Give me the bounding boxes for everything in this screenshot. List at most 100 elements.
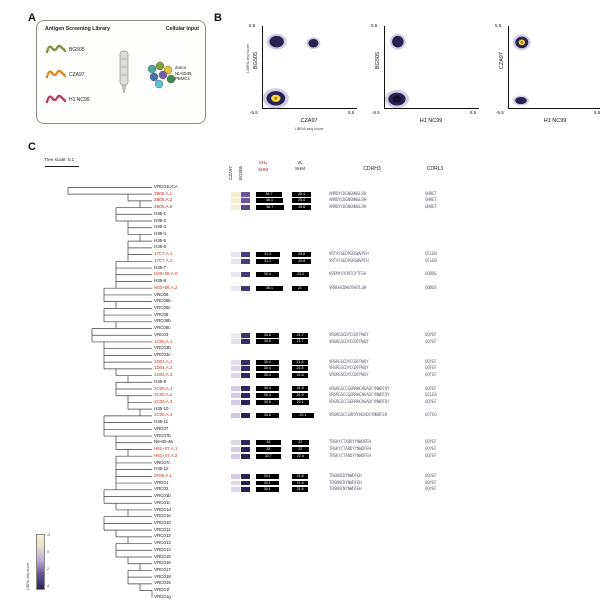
leaf-label: VRC06b [154, 298, 171, 304]
heat-cell-cza97 [231, 191, 240, 197]
leaf-label: H35-7 [154, 264, 167, 270]
tree-row: VRC02 30.1 21.8 TRGKNCNYNWDFEH QQYEF [0, 486, 600, 493]
heat-cell-bg505 [241, 480, 250, 486]
tree-row: 2B06.A.1 34.7 25.4 AMRDYCDGNGNWGLRH QHRET [0, 191, 600, 198]
heat-cell-bg505 [241, 339, 250, 345]
legend-tick: -2 [47, 533, 51, 537]
library-title: Antigen Screening Library [45, 26, 110, 32]
heat-cell-cza97 [231, 393, 240, 399]
leaf-label: VRC06c [154, 304, 171, 310]
x-tick-max: 5.5 [348, 110, 355, 115]
vl-shm-bar: 21.5 [292, 366, 309, 372]
tree-row: 2B06.A.2 36.1 25.4 AMRDYCDGNGNWGLRH QHRET [0, 197, 600, 204]
plot-area [384, 26, 479, 109]
cdrh3-sequence: TRGKYCTARDYYNWDFEH [329, 439, 371, 445]
vl-shm-bar: 21.6 [292, 480, 309, 486]
shm-label: SHM [258, 166, 268, 172]
heat-cell-cza97 [231, 272, 240, 278]
tree-row: VRC013 [0, 540, 600, 547]
cdrl3-sequence: QQYEF [425, 399, 437, 405]
leaf-label: 1D04.A.2 [154, 365, 173, 371]
cdrl3-sequence: QFLEN [425, 251, 437, 257]
tree-row: 17C7.A.2 31.2 25.8 VRTAYGEDPGRGWVPFH QFLEN [0, 258, 600, 265]
cdrl3-sequence: QQYEF [425, 446, 437, 452]
tree-row: VRC03 30.6 21.7 VRGRGSCDYCGDFPWQY QQYEF [0, 332, 600, 339]
x-axis-label: CZA97 [300, 118, 318, 124]
cellular-input-title: Cellular Input [165, 26, 199, 32]
antigen-item-h1nc99: H1 NC99 [45, 93, 90, 106]
leaf-label: VRC08 [154, 311, 169, 317]
cdrl3-sequence: QQYEF [425, 338, 437, 344]
cdrl3-sequence: QHRET [425, 197, 437, 203]
tree-row: NIH45-46 33 22 TRGKYCTARDYYNWDFEH QQYEF [0, 439, 600, 446]
panel-a-label: A [28, 12, 36, 24]
vh-shm-bar: 30.1 [256, 473, 279, 479]
antigen-label: CZA97 [69, 71, 85, 78]
leaf-label: H35-8 [154, 278, 167, 284]
heat-cell-bg505 [241, 453, 250, 459]
tree-row: H35-4 [0, 231, 600, 238]
tree-row: H35-1 [0, 211, 600, 218]
cdrl3-sequence: QQRQS [425, 271, 437, 277]
legend-gradient [36, 534, 45, 590]
heat-cell-bg505 [241, 386, 250, 392]
leaf-label: VRC011 [154, 526, 171, 532]
tree-row: H35-8 [0, 278, 600, 285]
leaf-label: H35-12 [154, 466, 169, 472]
leaf-label: H35-2 [154, 217, 167, 223]
antigen-glycoprotein-icon [45, 69, 67, 79]
leaf-label: VRC01g [154, 593, 171, 599]
cdrh3-sequence: VRGRGSCDYCGDFPWQY [329, 331, 369, 337]
y-axis-label: CZA97 [499, 52, 505, 70]
tree-row: VRC07c [0, 460, 600, 467]
heat-cell-bg505 [241, 393, 250, 399]
tree-row: VRC08b [0, 318, 600, 325]
vh-shm-bar: 30.1 [256, 480, 279, 486]
leaf-label: H35-3 [154, 224, 167, 230]
y-tick-max: 5.5 [249, 23, 256, 28]
vl-shm-bar: 21.8 [292, 487, 309, 493]
heat-cell-bg505 [241, 252, 250, 257]
tree-row: VRC01 30.1 21.6 TRGKNCDYNWDFEH QQYEF [0, 480, 600, 487]
leaf-label: VRC012 [154, 533, 171, 539]
x-tick-max: 5.5 [594, 110, 600, 115]
leaf-label: H03+06.A.2 [154, 284, 178, 290]
x-axis-caption: LIBRA-seq score [294, 127, 324, 131]
vh-shm-bar: 36.1 [256, 285, 284, 291]
tree-row: VRC06 [0, 292, 600, 299]
heat-cell-cza97 [231, 473, 240, 479]
column-header-vl-shm: VL SHM [286, 160, 314, 171]
panel-b-label: B [214, 12, 222, 24]
heat-cell-cza97 [231, 413, 240, 419]
vh-shm-bar: 30.4 [256, 393, 279, 399]
leaf-label: VRC01UCA [154, 184, 178, 189]
vh-shm-bar: 30.4 [256, 373, 279, 378]
tree-row: H35-9 [0, 379, 600, 386]
heat-cell-cza97 [231, 487, 240, 493]
cdrl3-sequence: QHRET [425, 204, 437, 210]
cdrl3-sequence: QQYEF [425, 385, 437, 391]
tree-scale-label: Tree scale: 0.1 [44, 157, 75, 162]
leaf-label: 1C06.A.1 [154, 338, 173, 344]
tree-row: H35-10 [0, 406, 600, 413]
legend-tick: 0 [47, 550, 49, 554]
shm-label: SHM [295, 165, 305, 171]
cdrh3-sequence: VRGRGSCDYCGDFPWQY [329, 358, 369, 364]
x-axis-label: H1 NC99 [543, 118, 567, 124]
heat-cell-cza97 [231, 386, 240, 392]
leaf-label: 17C7.A.1 [154, 251, 173, 257]
tree-row: VRC017 [0, 567, 600, 574]
vl-shm-bar: 25.8 [292, 205, 312, 210]
leaf-label: VRC06 [154, 291, 169, 297]
leaf-label: 2B06.A.2 [154, 197, 173, 203]
cdrh3-sequence: VRTAYGEDPGRGWVPFH [329, 251, 369, 257]
heat-cell-cza97 [231, 373, 240, 378]
heat-cell-bg505 [241, 191, 250, 197]
leaf-label: H61+07.A.2 [154, 452, 178, 458]
leaf-label: VRC07 [154, 425, 169, 431]
y-axis-label: BG505 [253, 52, 259, 70]
vh-shm-bar: 30.4 [256, 272, 279, 278]
tree-row: VRC018 [0, 574, 600, 581]
tree-row: VRC01c [0, 500, 600, 507]
